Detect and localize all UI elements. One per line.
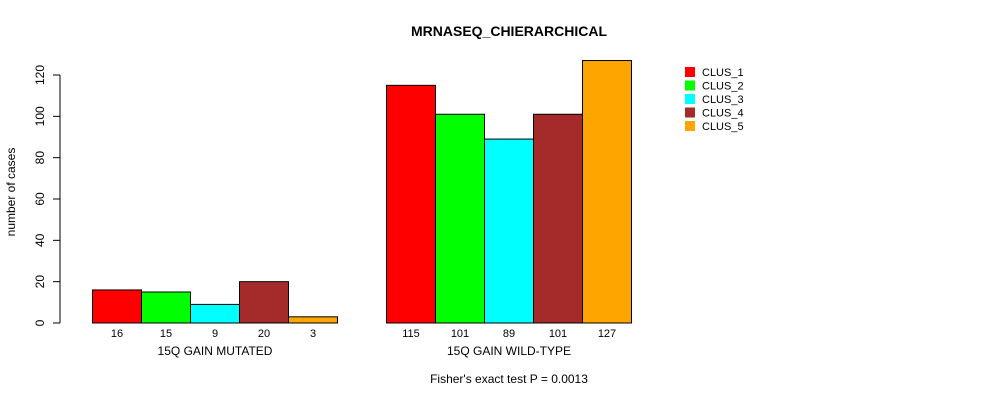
chart-title: MRNASEQ_CHIERARCHICAL	[411, 23, 607, 39]
bar-value-label: 20	[258, 328, 270, 340]
legend-swatch	[685, 94, 695, 104]
legend-swatch	[685, 80, 695, 91]
y-tick-label: 0	[33, 319, 47, 326]
bar	[190, 303, 240, 324]
bar	[435, 113, 485, 324]
category-label: 15Q GAIN WILD-TYPE	[447, 344, 571, 358]
y-tick-label: 60	[33, 192, 47, 206]
bar-value-label: 89	[503, 328, 515, 340]
bar-value-label: 115	[402, 328, 420, 340]
bar-value-label: 127	[598, 328, 616, 340]
footnote: Fisher's exact test P = 0.0013	[430, 372, 588, 386]
bar	[92, 289, 142, 324]
y-tick-label: 20	[33, 275, 47, 289]
bar-value-label: 101	[549, 328, 567, 340]
legend-swatch	[685, 121, 695, 131]
category-label: 15Q GAIN MUTATED	[158, 344, 273, 358]
bar	[484, 138, 534, 324]
y-tick-label: 80	[33, 151, 47, 165]
bar	[533, 113, 583, 324]
bar	[386, 84, 436, 324]
legend-swatch	[685, 107, 695, 118]
bar-value-label: 15	[160, 328, 172, 340]
y-tick-label: 100	[33, 106, 47, 126]
y-tick-label: 40	[33, 233, 47, 247]
legend-label: CLUS_5	[702, 121, 744, 133]
y-axis-label: number of cases	[4, 148, 18, 237]
legend-label: CLUS_3	[702, 94, 744, 106]
legend-label: CLUS_1	[702, 67, 744, 79]
bar-value-label: 9	[212, 328, 218, 340]
bar	[141, 291, 191, 324]
bar-value-label: 101	[451, 328, 469, 340]
bar-value-label: 16	[111, 328, 123, 340]
bar	[239, 281, 289, 324]
bar	[288, 316, 338, 324]
bar-value-label: 3	[310, 328, 316, 340]
legend-swatch	[685, 67, 695, 77]
y-tick-label: 120	[33, 65, 47, 85]
bar	[582, 60, 632, 324]
legend-label: CLUS_2	[702, 81, 744, 93]
legend-label: CLUS_4	[702, 108, 744, 120]
